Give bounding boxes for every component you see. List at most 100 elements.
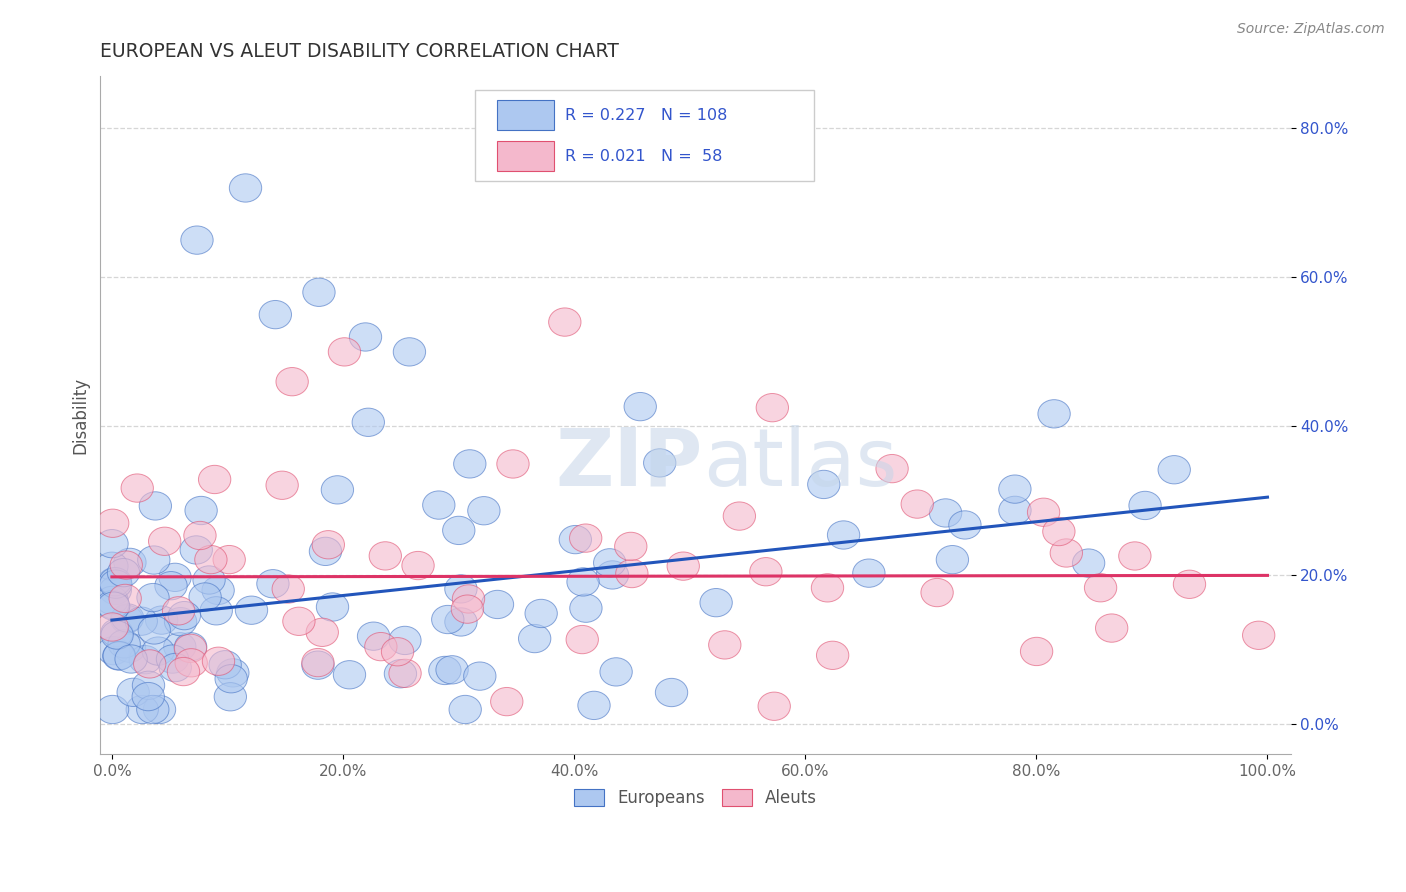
Ellipse shape — [307, 618, 339, 647]
Ellipse shape — [758, 692, 790, 721]
Text: Source: ZipAtlas.com: Source: ZipAtlas.com — [1237, 22, 1385, 37]
Ellipse shape — [174, 648, 207, 677]
Ellipse shape — [198, 466, 231, 493]
Ellipse shape — [519, 624, 551, 653]
Ellipse shape — [709, 631, 741, 659]
Ellipse shape — [998, 496, 1031, 524]
Ellipse shape — [101, 621, 134, 649]
Ellipse shape — [214, 682, 246, 711]
Ellipse shape — [273, 574, 305, 603]
Ellipse shape — [111, 604, 143, 632]
Ellipse shape — [115, 645, 148, 673]
Ellipse shape — [432, 606, 464, 633]
Ellipse shape — [451, 595, 484, 624]
Ellipse shape — [202, 576, 235, 605]
Ellipse shape — [444, 607, 477, 636]
Ellipse shape — [349, 323, 381, 351]
Ellipse shape — [136, 583, 169, 612]
Ellipse shape — [548, 308, 581, 336]
Ellipse shape — [756, 393, 789, 422]
Ellipse shape — [174, 632, 207, 661]
Ellipse shape — [454, 450, 486, 478]
Ellipse shape — [567, 625, 599, 654]
Ellipse shape — [333, 661, 366, 689]
Ellipse shape — [998, 475, 1031, 503]
Ellipse shape — [202, 647, 235, 675]
Ellipse shape — [749, 558, 782, 586]
Ellipse shape — [807, 470, 839, 499]
Y-axis label: Disability: Disability — [72, 376, 89, 454]
Ellipse shape — [139, 491, 172, 520]
Ellipse shape — [97, 696, 129, 723]
Ellipse shape — [389, 659, 422, 688]
Ellipse shape — [142, 637, 174, 665]
Ellipse shape — [370, 541, 402, 570]
Ellipse shape — [108, 630, 141, 658]
Ellipse shape — [121, 474, 153, 502]
Ellipse shape — [723, 502, 755, 530]
Ellipse shape — [578, 691, 610, 720]
Ellipse shape — [217, 658, 249, 687]
Ellipse shape — [1050, 539, 1083, 567]
FancyBboxPatch shape — [475, 90, 814, 181]
Ellipse shape — [235, 596, 267, 624]
Ellipse shape — [357, 622, 389, 650]
Ellipse shape — [110, 551, 142, 579]
Ellipse shape — [96, 530, 128, 558]
Ellipse shape — [125, 607, 157, 635]
Ellipse shape — [165, 607, 197, 636]
Ellipse shape — [949, 511, 981, 539]
Ellipse shape — [388, 626, 420, 655]
Ellipse shape — [1129, 491, 1161, 520]
Ellipse shape — [402, 551, 434, 580]
Ellipse shape — [129, 646, 162, 673]
Ellipse shape — [1159, 456, 1191, 483]
Ellipse shape — [449, 696, 481, 723]
Ellipse shape — [97, 592, 129, 620]
Ellipse shape — [283, 607, 315, 635]
Ellipse shape — [593, 549, 626, 577]
Ellipse shape — [811, 574, 844, 602]
Ellipse shape — [1173, 570, 1206, 599]
Ellipse shape — [159, 653, 191, 681]
Ellipse shape — [145, 606, 177, 634]
Ellipse shape — [110, 584, 142, 613]
Ellipse shape — [444, 574, 477, 603]
Ellipse shape — [96, 552, 128, 581]
Ellipse shape — [464, 662, 496, 690]
Ellipse shape — [1028, 498, 1060, 526]
Ellipse shape — [491, 688, 523, 715]
Ellipse shape — [188, 582, 221, 611]
Ellipse shape — [98, 567, 131, 596]
Ellipse shape — [163, 632, 195, 661]
Ellipse shape — [266, 471, 298, 500]
Ellipse shape — [302, 278, 335, 307]
Text: ZIP: ZIP — [555, 425, 703, 503]
Ellipse shape — [596, 561, 628, 589]
Text: EUROPEAN VS ALEUT DISABILITY CORRELATION CHART: EUROPEAN VS ALEUT DISABILITY CORRELATION… — [100, 42, 619, 61]
Ellipse shape — [98, 576, 131, 605]
Ellipse shape — [163, 597, 195, 625]
Ellipse shape — [155, 572, 187, 599]
Ellipse shape — [156, 645, 188, 673]
Ellipse shape — [127, 696, 159, 723]
Ellipse shape — [184, 521, 217, 549]
Ellipse shape — [257, 570, 290, 598]
Ellipse shape — [259, 301, 291, 329]
Ellipse shape — [212, 545, 246, 574]
Ellipse shape — [1119, 541, 1152, 570]
Ellipse shape — [384, 659, 416, 688]
Ellipse shape — [97, 591, 129, 619]
Legend: Europeans, Aleuts: Europeans, Aleuts — [568, 782, 824, 814]
Ellipse shape — [167, 657, 200, 686]
Ellipse shape — [276, 368, 308, 396]
Ellipse shape — [169, 601, 201, 630]
Ellipse shape — [302, 651, 335, 680]
Ellipse shape — [159, 563, 191, 591]
Ellipse shape — [174, 634, 207, 663]
Ellipse shape — [644, 449, 676, 477]
Ellipse shape — [827, 521, 859, 549]
Ellipse shape — [132, 671, 165, 699]
Ellipse shape — [700, 589, 733, 616]
Ellipse shape — [312, 531, 344, 559]
